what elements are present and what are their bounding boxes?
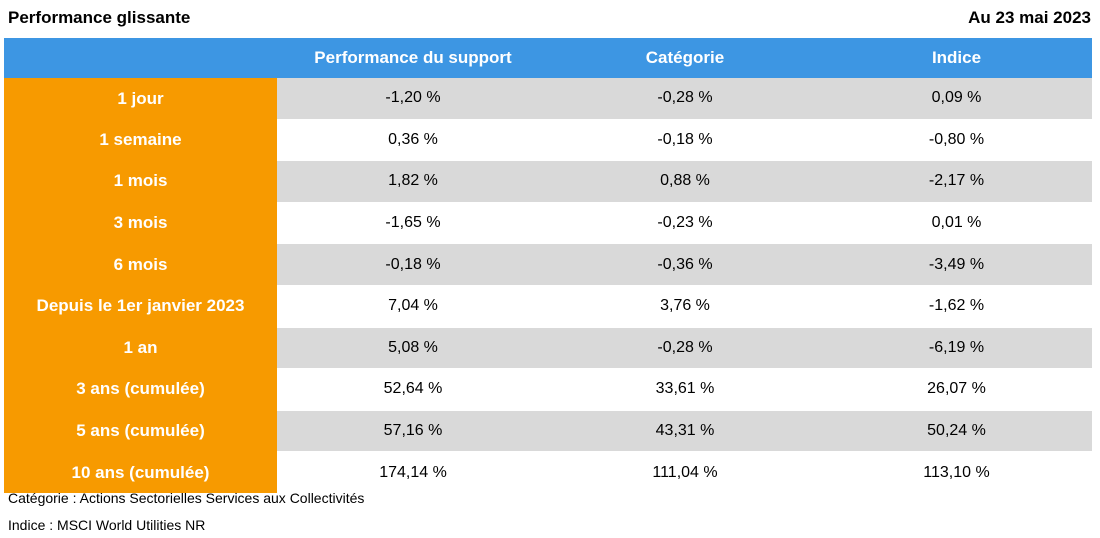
cell-categorie: -0,36 % (549, 243, 821, 286)
row-label: 3 mois (4, 202, 277, 244)
cell-indice: -3,49 % (821, 243, 1092, 286)
cell-indice: -2,17 % (821, 160, 1092, 203)
table-row: 1 an 5,08 % -0,28 % -6,19 % (4, 327, 1092, 370)
column-header-indice: Indice (821, 38, 1092, 78)
page-header: Performance glissante Au 23 mai 2023 (8, 6, 1091, 30)
row-label: 1 an (4, 327, 277, 369)
row-label: Depuis le 1er janvier 2023 (4, 285, 277, 328)
cell-support: 1,82 % (277, 160, 549, 203)
table-row: Depuis le 1er janvier 2023 7,04 % 3,76 %… (4, 285, 1092, 328)
column-header-categorie: Catégorie (549, 38, 821, 78)
table-row: 3 mois -1,65 % -0,23 % 0,01 % (4, 202, 1092, 245)
cell-support: 5,08 % (277, 327, 549, 370)
page-title: Performance glissante (8, 8, 191, 27)
footnote-indice: Indice : MSCI World Utilities NR (8, 517, 206, 533)
cell-indice: 113,10 % (821, 451, 1092, 494)
cell-categorie: 43,31 % (549, 410, 821, 453)
cell-indice: 50,24 % (821, 410, 1092, 453)
cell-indice: -0,80 % (821, 119, 1092, 162)
cell-support: 174,14 % (277, 451, 549, 494)
row-label: 5 ans (cumulée) (4, 410, 277, 452)
table-row: 1 semaine 0,36 % -0,18 % -0,80 % (4, 119, 1092, 162)
table-row: 3 ans (cumulée) 52,64 % 33,61 % 26,07 % (4, 368, 1092, 411)
cell-support: 0,36 % (277, 119, 549, 162)
table-header-row: Performance du support Catégorie Indice (4, 38, 1092, 78)
table-row: 10 ans (cumulée) 174,14 % 111,04 % 113,1… (4, 451, 1092, 494)
cell-support: -0,18 % (277, 243, 549, 286)
table-row: 1 jour -1,20 % -0,28 % 0,09 % (4, 78, 1092, 120)
table-row: 6 mois -0,18 % -0,36 % -3,49 % (4, 243, 1092, 286)
cell-categorie: 111,04 % (549, 451, 821, 494)
footnote-categorie: Catégorie : Actions Sectorielles Service… (8, 490, 365, 506)
cell-indice: 0,01 % (821, 202, 1092, 245)
cell-indice: -1,62 % (821, 285, 1092, 328)
row-label: 10 ans (cumulée) (4, 451, 277, 494)
row-label: 3 ans (cumulée) (4, 368, 277, 411)
cell-support: 7,04 % (277, 285, 549, 328)
row-label: 1 jour (4, 78, 277, 120)
cell-categorie: -0,28 % (549, 78, 821, 120)
row-label: 1 semaine (4, 119, 277, 161)
row-label: 6 mois (4, 243, 277, 286)
column-header-period (4, 38, 277, 78)
as-of-date: Au 23 mai 2023 (968, 8, 1091, 27)
cell-indice: -6,19 % (821, 327, 1092, 370)
cell-support: 52,64 % (277, 368, 549, 411)
cell-categorie: 33,61 % (549, 368, 821, 411)
table-row: 5 ans (cumulée) 57,16 % 43,31 % 50,24 % (4, 410, 1092, 453)
cell-support: 57,16 % (277, 410, 549, 453)
cell-categorie: -0,23 % (549, 202, 821, 245)
cell-indice: 26,07 % (821, 368, 1092, 411)
cell-categorie: 0,88 % (549, 160, 821, 203)
row-label: 1 mois (4, 160, 277, 203)
cell-categorie: -0,28 % (549, 327, 821, 370)
column-header-support: Performance du support (277, 38, 549, 78)
cell-support: -1,20 % (277, 78, 549, 120)
cell-categorie: -0,18 % (549, 119, 821, 162)
cell-support: -1,65 % (277, 202, 549, 245)
cell-categorie: 3,76 % (549, 285, 821, 328)
table-row: 1 mois 1,82 % 0,88 % -2,17 % (4, 160, 1092, 203)
cell-indice: 0,09 % (821, 78, 1092, 120)
performance-table: Performance du support Catégorie Indice … (4, 38, 1092, 494)
